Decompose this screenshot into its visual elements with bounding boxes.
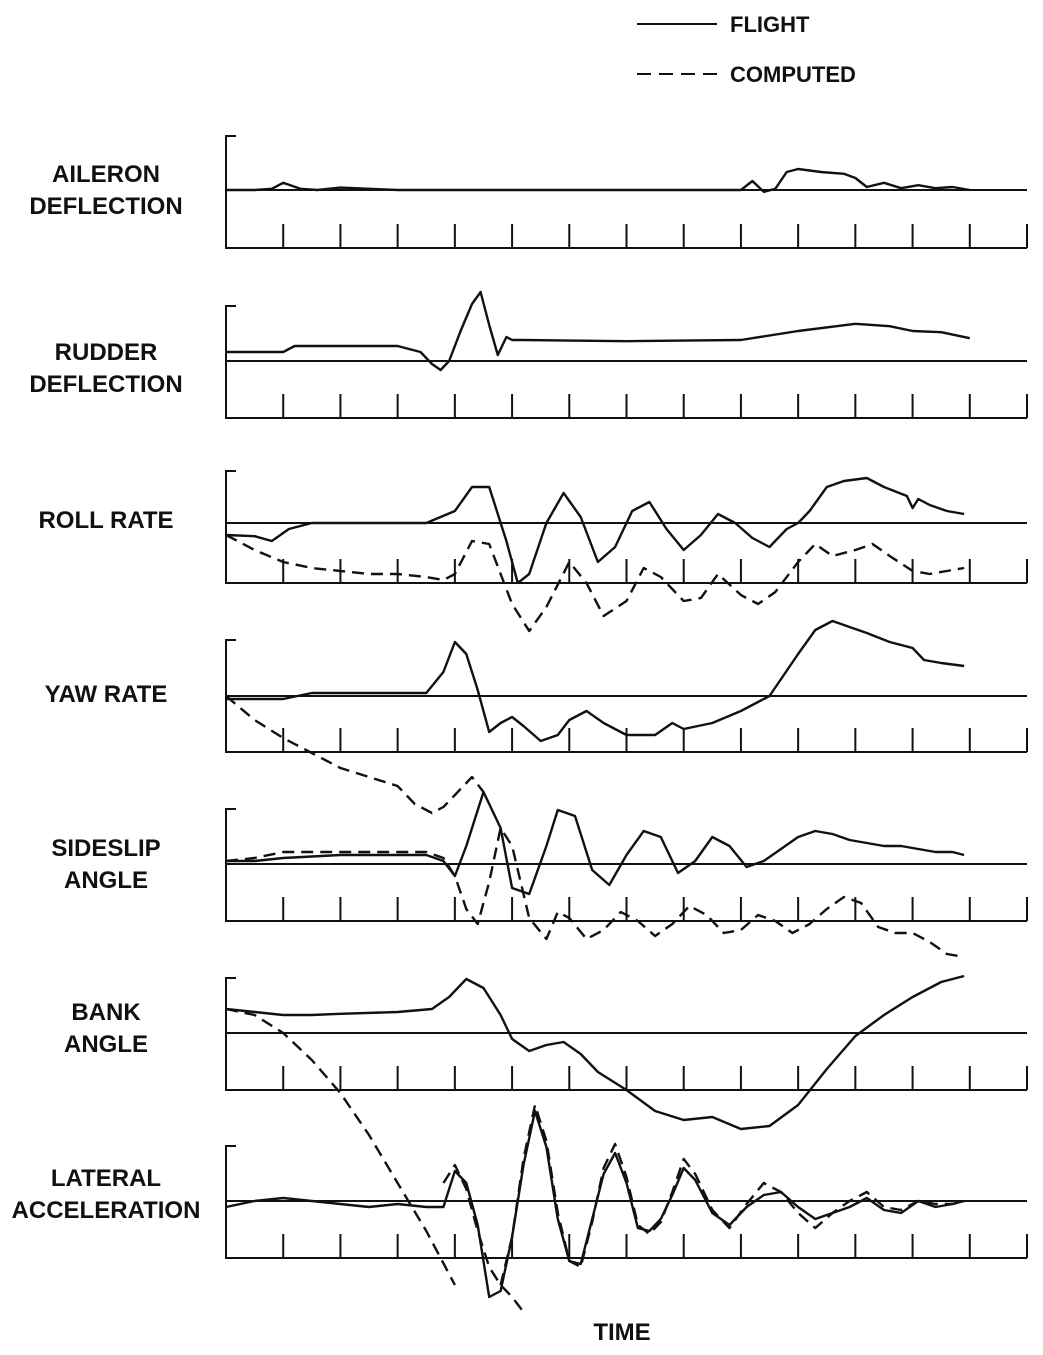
panel-label: DEFLECTION — [29, 193, 182, 220]
series-computed-line — [499, 1103, 965, 1286]
legend: FLIGHT COMPUTED — [637, 12, 856, 87]
series-flight-line — [226, 167, 971, 194]
panel-roll-rate: ROLL RATE — [38, 470, 1028, 633]
panel-label: ANGLE — [64, 867, 148, 894]
series-flight-line — [225, 974, 965, 1131]
panel-aileron-deflection: AILERON DEFLECTION — [29, 135, 1028, 249]
panel-label: ROLL RATE — [38, 507, 173, 534]
series-computed-line — [225, 826, 965, 959]
panel-label: ACCELERATION — [12, 1197, 201, 1224]
series-computed-line — [442, 1163, 525, 1313]
series-flight-line — [225, 476, 965, 585]
x-axis-label: TIME — [593, 1319, 650, 1346]
legend-flight-label: FLIGHT — [730, 12, 810, 37]
panel-bank-angle: BANK ANGLE — [64, 974, 1028, 1286]
panel-label: YAW RATE — [45, 681, 168, 708]
series-computed-line — [225, 1007, 456, 1286]
panel-rudder-deflection: RUDDER DEFLECTION — [29, 290, 1028, 419]
panel-label: DEFLECTION — [29, 371, 182, 398]
panels: AILERON DEFLECTION RUDDER DEFLECTION ROLL RA… — [12, 135, 1028, 1313]
series-flight-line — [225, 1109, 965, 1299]
panel-yaw-rate: YAW RATE — [45, 619, 1028, 815]
panel-label: ANGLE — [64, 1031, 148, 1058]
series-flight-line — [226, 790, 965, 896]
series-computed-line — [225, 695, 485, 815]
panel-label: SIDESLIP — [51, 835, 160, 862]
legend-computed-label: COMPUTED — [730, 62, 856, 87]
panel-lateral-acceleration: LATERAL ACCELERATION — [12, 1103, 1028, 1313]
panel-sideslip-angle: SIDESLIP ANGLE — [51, 790, 1028, 959]
panel-label: BANK — [71, 999, 141, 1026]
panel-label: LATERAL — [51, 1165, 161, 1192]
series-flight-line — [226, 619, 965, 743]
panel-label: AILERON — [52, 161, 160, 188]
series-flight-line — [226, 290, 971, 372]
series-computed-line — [225, 533, 965, 633]
panel-label: RUDDER — [55, 339, 158, 366]
